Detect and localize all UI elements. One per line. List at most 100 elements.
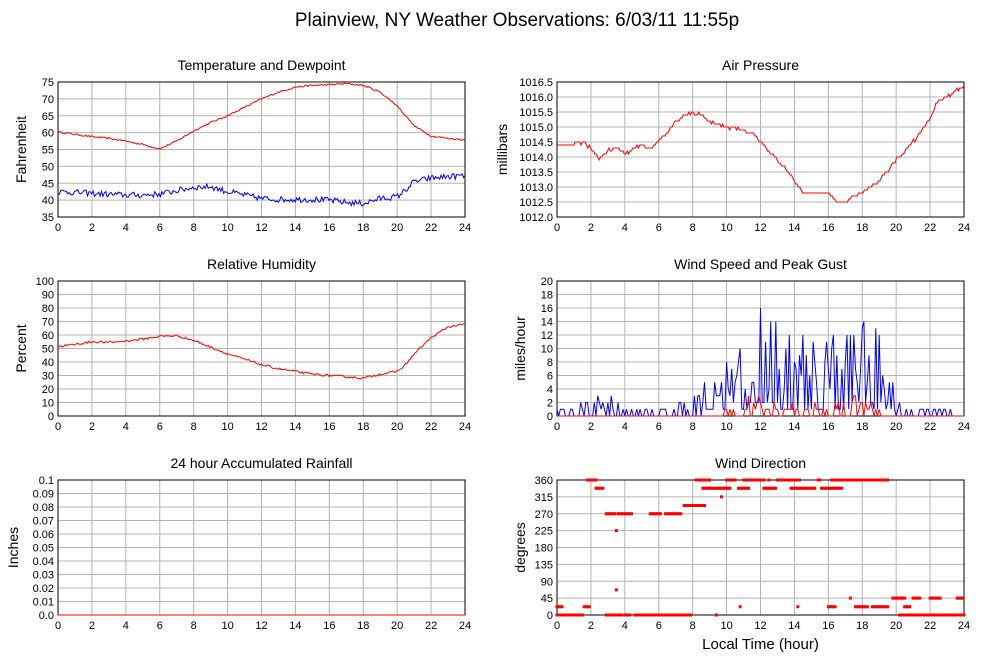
direction-point (686, 613, 690, 617)
direction-point (680, 613, 684, 617)
direction-point (560, 605, 564, 609)
y-tick-label: 0.06 (33, 529, 54, 541)
direction-point (870, 478, 874, 482)
direction-point (792, 478, 796, 482)
y-tick-label: 60 (42, 128, 54, 140)
direction-point (833, 605, 837, 609)
pressure-series-red (557, 84, 965, 203)
direction-point (704, 478, 708, 482)
direction-point (628, 512, 632, 516)
x-tick-label: 10 (720, 421, 732, 433)
x-axis-label: Local Time (hour) (702, 636, 819, 653)
direction-point (959, 613, 963, 617)
direction-point (908, 613, 912, 617)
direction-point (862, 605, 866, 609)
direction-point (906, 613, 910, 617)
direction-point (616, 613, 620, 617)
direction-point (625, 512, 629, 516)
x-tick-label: 18 (357, 421, 369, 433)
direction-point (635, 613, 639, 617)
direction-point (726, 478, 730, 482)
direction-point (930, 596, 934, 600)
x-tick-label: 2 (588, 421, 594, 433)
x-tick-label: 24 (459, 421, 471, 433)
direction-point (931, 613, 935, 617)
y-tick-label: 1012.0 (519, 212, 553, 224)
direction-point (879, 478, 883, 482)
direction-point (580, 613, 584, 617)
direction-point (852, 478, 856, 482)
direction-point (767, 478, 771, 482)
direction-point (891, 596, 895, 600)
direction-point (677, 613, 681, 617)
x-tick-label: 8 (191, 421, 197, 433)
direction-point (558, 613, 562, 617)
x-tick-label: 20 (391, 620, 403, 632)
x-tick-label: 2 (89, 222, 95, 234)
direction-point (757, 478, 761, 482)
y-tick-label: 0.01 (33, 597, 54, 609)
y-tick-label: 90 (42, 290, 54, 302)
direction-point (708, 486, 712, 490)
direction-point (653, 613, 657, 617)
direction-point (855, 605, 859, 609)
direction-point (687, 613, 691, 617)
plot-frame (57, 280, 466, 417)
direction-point (689, 613, 693, 617)
direction-point (587, 478, 591, 482)
y-tick-label: 50 (42, 161, 54, 173)
direction-point (898, 613, 902, 617)
direction-point (789, 486, 793, 490)
direction-point (791, 478, 795, 482)
direction-point (903, 605, 907, 609)
x-tick-label: 14 (788, 421, 800, 433)
direction-point (877, 605, 881, 609)
direction-point (908, 605, 912, 609)
direction-point (926, 613, 930, 617)
x-tick-label: 18 (357, 620, 369, 632)
direction-point (928, 613, 932, 617)
direction-point (604, 512, 608, 516)
direction-point (657, 613, 661, 617)
y-tick-label: 0 (48, 411, 54, 423)
x-tick-label: 0 (55, 620, 61, 632)
x-tick-label: 6 (157, 222, 163, 234)
x-tick-label: 6 (157, 620, 163, 632)
x-tick-label: 24 (459, 222, 471, 234)
chart-title: 24 hour Accumulated Rainfall (170, 455, 352, 471)
direction-point (830, 478, 834, 482)
direction-point (672, 613, 676, 617)
direction-point (765, 486, 769, 490)
direction-point (614, 588, 618, 592)
direction-point (937, 596, 941, 600)
direction-point (865, 605, 869, 609)
direction-point (942, 613, 946, 617)
direction-point (804, 486, 808, 490)
direction-point (830, 605, 834, 609)
direction-point (694, 504, 698, 507)
direction-point (857, 478, 861, 482)
direction-point (840, 478, 844, 482)
direction-point (821, 486, 825, 490)
direction-point (823, 486, 827, 490)
direction-point (719, 486, 723, 490)
direction-point (779, 478, 783, 482)
y-tick-label: 70 (42, 317, 54, 329)
direction-point (960, 596, 964, 600)
x-tick-label: 2 (89, 421, 95, 433)
direction-point (574, 613, 578, 617)
direction-point (709, 486, 713, 490)
wind-series-red (557, 395, 964, 417)
direction-point (555, 613, 559, 617)
direction-point (935, 613, 939, 617)
x-tick-label: 10 (720, 222, 732, 234)
y-tick-label: 50 (42, 344, 54, 356)
direction-point (708, 478, 712, 482)
direction-point (638, 613, 642, 617)
direction-point (874, 605, 878, 609)
direction-point (782, 478, 786, 482)
